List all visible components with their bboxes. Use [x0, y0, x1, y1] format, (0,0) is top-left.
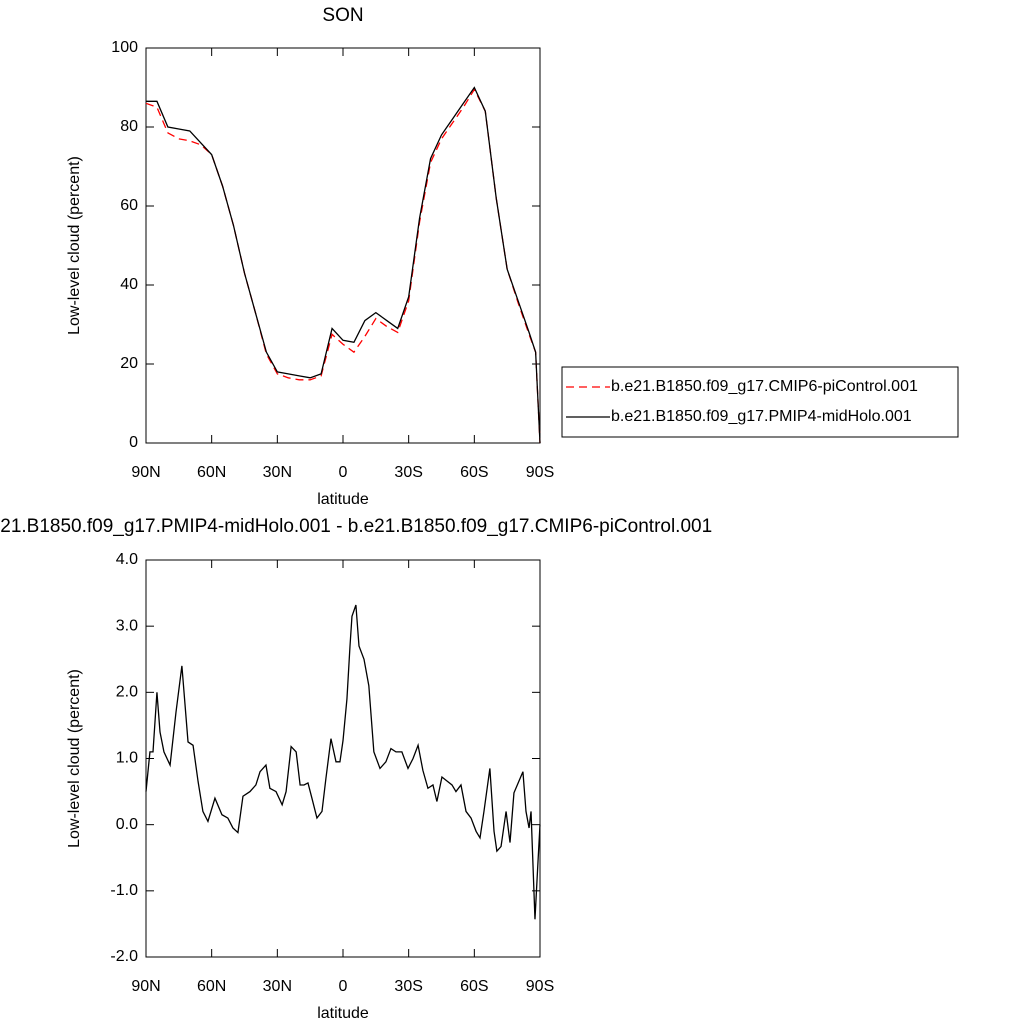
x-tick-label: 0 — [339, 978, 348, 995]
x-tick-label: 90S — [526, 464, 554, 481]
legend-label: b.e21.B1850.f09_g17.CMIP6-piControl.001 — [611, 378, 918, 395]
y-tick-label: 1.0 — [116, 750, 138, 767]
y-axis-label: Low-level cloud (percent) — [66, 156, 83, 335]
y-axis-label: Low-level cloud (percent) — [66, 669, 83, 848]
y-tick-label: 3.0 — [116, 617, 138, 634]
x-tick-label: 60N — [197, 978, 226, 995]
chart-title: b.e21.B1850.f09_g17.PMIP4-midHolo.001 - … — [0, 516, 712, 537]
x-tick-label: 30N — [263, 978, 292, 995]
plot-frame — [145, 559, 541, 958]
y-tick-label: 40 — [120, 276, 138, 293]
y-tick-label: 100 — [111, 39, 138, 56]
y-tick-label: 20 — [120, 355, 138, 372]
x-tick-label: 60S — [460, 464, 488, 481]
y-tick-label: 4.0 — [116, 551, 138, 568]
legend-box — [561, 366, 959, 438]
series-line — [145, 88, 541, 444]
x-tick-label: 60S — [460, 978, 488, 995]
x-tick-label: 30S — [394, 978, 422, 995]
y-tick-label: -1.0 — [110, 882, 138, 899]
x-axis-label: latitude — [317, 491, 369, 508]
y-tick-label: 0 — [129, 434, 138, 451]
legend-label: b.e21.B1850.f09_g17.PMIP4-midHolo.001 — [611, 408, 912, 425]
y-tick-label: -2.0 — [110, 948, 138, 965]
y-tick-label: 80 — [120, 118, 138, 135]
plot-frame — [145, 47, 541, 444]
x-tick-label: 0 — [339, 464, 348, 481]
x-axis-label: latitude — [317, 1005, 369, 1022]
series-line — [146, 86, 541, 444]
y-tick-label: 0.0 — [116, 816, 138, 833]
y-tick-label: 2.0 — [116, 684, 138, 701]
series-line — [145, 604, 541, 920]
x-tick-label: 90S — [526, 978, 554, 995]
x-tick-label: 90N — [131, 464, 160, 481]
x-tick-label: 60N — [197, 464, 226, 481]
y-tick-label: 60 — [120, 197, 138, 214]
x-tick-label: 30S — [394, 464, 422, 481]
chart-title: SON — [322, 5, 363, 26]
x-tick-label: 30N — [263, 464, 292, 481]
x-tick-label: 90N — [131, 978, 160, 995]
